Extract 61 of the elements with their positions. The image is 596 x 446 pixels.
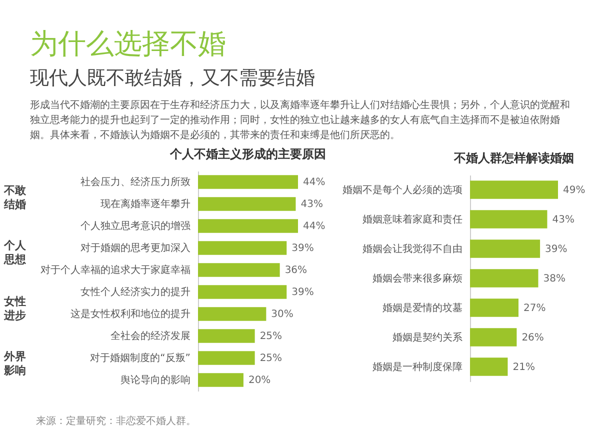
y-tick-label: 女性个人经济实力的提升 — [80, 286, 190, 298]
bar — [198, 373, 244, 387]
data-label: 43% — [300, 199, 323, 210]
y-tick-label: 个人独立思考意识的增强 — [80, 220, 190, 232]
bar — [470, 269, 538, 288]
y-tick-label: 婚姻是爱情的坟墓 — [382, 302, 462, 314]
data-label: 39% — [292, 287, 314, 298]
data-label: 26% — [522, 332, 544, 344]
source-note: 来源：定量研究：非恋爱不婚人群。 — [36, 414, 196, 428]
bar — [198, 307, 266, 321]
data-label: 49% — [563, 184, 586, 196]
data-label: 30% — [271, 309, 294, 320]
bar — [470, 210, 548, 228]
y-tick-label: 社会压力、经济压力所致 — [80, 176, 190, 188]
y-tick-label: 婚姻意味着家庭和责任 — [362, 213, 462, 226]
chart-title: 不婚人群怎样解读婚姻 — [453, 151, 574, 165]
text: 为什么选择不婚 — [30, 26, 227, 62]
bar — [198, 351, 255, 365]
data-label: 38% — [543, 273, 566, 284]
bar — [198, 285, 287, 299]
bar — [198, 263, 280, 277]
y-tick-label: 对于婚姻制度的“反叛” — [90, 352, 190, 364]
y-tick-label: 对于婚姻的思考更加深入 — [80, 242, 190, 254]
chart-title: 个人不婚主义形成的主要原因 — [169, 147, 326, 161]
data-label: 25% — [260, 353, 282, 364]
y-tick-label: 婚姻会带来很多麻烦 — [372, 272, 462, 284]
y-tick-label: 婚姻是契约关系 — [392, 331, 462, 344]
text: 形成当代不婚潮的主要原因在于生存和经济压力大，以及离婚率逐年攀升让人们对结婚心生畏惧；另外，个人意识的觉醒和独立思考能力的提升也起到了一定的推动作用；同时，女性的独立也让越来越多的女人有底气自主选择而不是被迫依附婚姻。具体来看，不婚族认为婚姻不是必须的，其带来的责任和束缚是他们所厌恶的。 — [30, 98, 570, 143]
data-label: 36% — [284, 265, 308, 276]
data-label: 39% — [292, 243, 314, 254]
y-tick-label: 全社会的经济发展 — [110, 330, 190, 342]
bar — [198, 197, 296, 211]
data-label: 39% — [545, 244, 568, 255]
bar — [198, 329, 255, 343]
text: 外界影响 — [4, 350, 27, 378]
bar — [470, 180, 558, 199]
text: 现代人既不敢结婚，又不需要结婚 — [30, 66, 316, 91]
bar — [198, 175, 298, 189]
data-label: 44% — [303, 221, 326, 232]
text: 女性进步 — [4, 294, 27, 323]
data-label: 27% — [523, 302, 546, 314]
data-label: 25% — [260, 331, 282, 342]
y-tick-label: 婚姻不是每个人必须的选项 — [342, 184, 462, 196]
bar — [198, 241, 287, 255]
bar — [470, 358, 508, 376]
y-tick-label: 现在离婚率逐年攀升 — [100, 198, 190, 210]
text: 个人思想 — [4, 239, 27, 268]
y-tick-label: 婚姻会让我觉得不自由 — [362, 242, 462, 255]
y-tick-label: 对于个人幸福的追求大于家庭幸福 — [40, 264, 190, 276]
bar — [470, 240, 540, 258]
data-label: 43% — [552, 214, 574, 226]
bar — [470, 328, 517, 346]
y-tick-label: 婚姻是一种制度保障 — [372, 360, 462, 373]
data-label: 21% — [512, 362, 535, 373]
bar — [470, 298, 518, 317]
y-tick-label: 这是女性权利和地位的提升 — [70, 308, 190, 320]
data-label: 44% — [303, 177, 326, 188]
bar — [198, 219, 298, 233]
y-tick-label: 舆论导向的影响 — [120, 374, 190, 386]
text: 不敢结婚 — [4, 184, 27, 212]
data-label: 20% — [248, 375, 271, 386]
